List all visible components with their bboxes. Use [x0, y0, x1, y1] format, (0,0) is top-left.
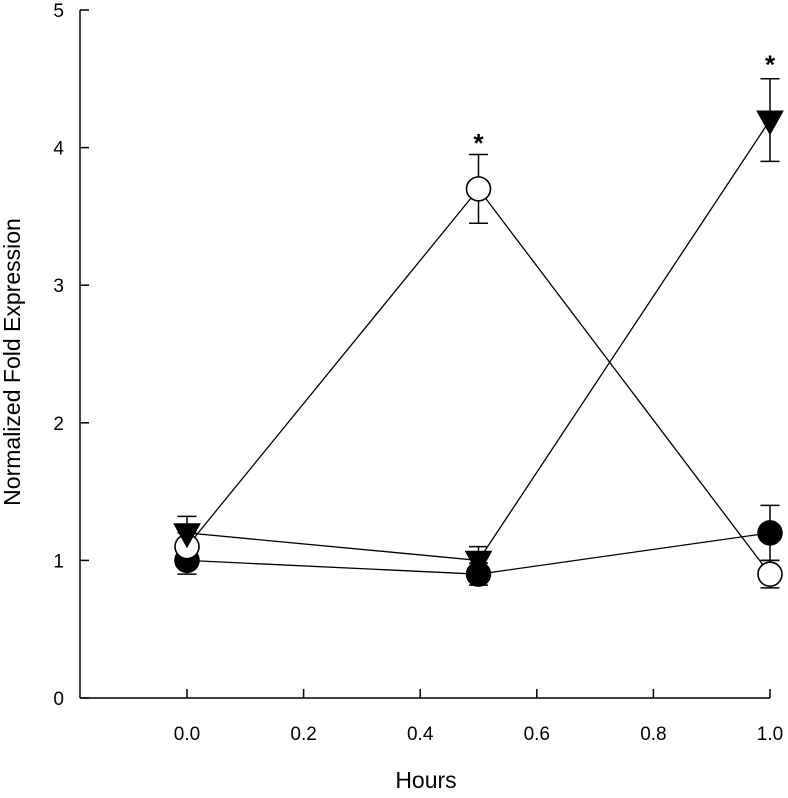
x-tick-label: 0.8: [640, 724, 666, 745]
data-point-filled-triangle: [173, 523, 201, 549]
x-axis-title: Hours: [395, 767, 456, 793]
data-point-filled-triangle: [464, 550, 493, 576]
markers: [173, 110, 784, 587]
y-tick-label: 2: [53, 414, 64, 435]
x-tick-label: 0.0: [174, 724, 200, 745]
data-point-open-circle: [465, 176, 492, 202]
y-tick-label: 3: [53, 276, 64, 297]
y-tick-label: 1: [53, 551, 64, 572]
series-line: [186, 187, 771, 575]
significance-asterisk: *: [765, 49, 776, 79]
y-tick-label: 5: [53, 1, 64, 22]
data-point-open-circle: [757, 561, 783, 587]
data-point-filled-triangle: [756, 110, 784, 136]
x-tick-label: 0.6: [524, 724, 550, 745]
data-point-filled-circle: [757, 520, 783, 546]
y-axis-title: Normalized Fold Expression: [0, 218, 25, 506]
x-tick-label: 0.4: [407, 724, 434, 745]
axes: 0 1 2 3 4 5 0.0 0.2 0.4 0.6 0.8 1.0: [53, 1, 783, 745]
y-tick-label: 0: [53, 689, 64, 710]
annotations: **: [473, 49, 776, 157]
y-tick-label: 4: [53, 139, 64, 160]
significance-asterisk: *: [473, 128, 484, 158]
x-tick-label: 0.2: [290, 724, 316, 745]
x-tick-label: 1.0: [757, 724, 783, 745]
